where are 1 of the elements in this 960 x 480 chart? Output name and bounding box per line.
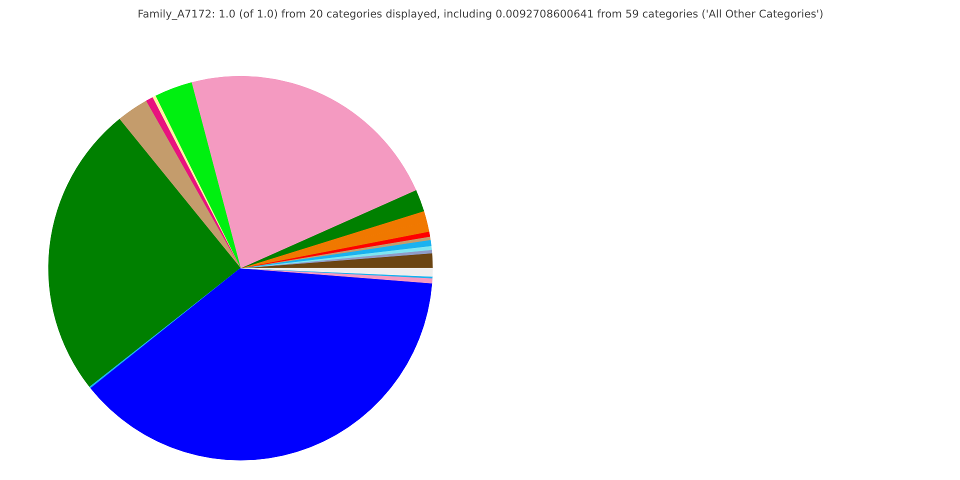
text: Family_A7172: 1.0 (of 1.0) from 20 categories displayed, including 0.0092708600641 from 59 categories ('All Other Categories') xyxy=(138,8,824,20)
